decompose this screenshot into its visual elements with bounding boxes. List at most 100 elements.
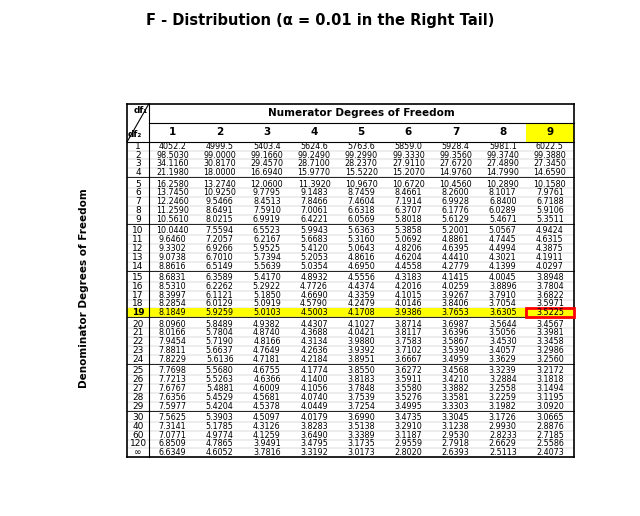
Text: 6.5149: 6.5149: [206, 262, 234, 270]
Text: 3.1187: 3.1187: [395, 431, 422, 440]
Text: 14.7990: 14.7990: [486, 168, 519, 178]
Text: 3.3045: 3.3045: [442, 413, 469, 422]
Text: 4.8616: 4.8616: [348, 253, 375, 262]
Text: 3.4995: 3.4995: [394, 401, 422, 411]
Text: 40: 40: [132, 422, 144, 431]
Text: 3.9880: 3.9880: [348, 337, 375, 346]
Text: 4.8861: 4.8861: [442, 235, 469, 244]
Text: 3.5138: 3.5138: [348, 422, 375, 431]
Text: 6: 6: [404, 127, 412, 137]
Text: 8.0960: 8.0960: [159, 319, 186, 329]
Text: 98.5030: 98.5030: [156, 151, 189, 159]
Text: 6.3707: 6.3707: [394, 206, 422, 215]
Text: 3.7254: 3.7254: [348, 401, 375, 411]
Text: 19: 19: [132, 308, 145, 317]
Text: 5.0354: 5.0354: [300, 262, 328, 270]
Text: 5.1785: 5.1785: [206, 422, 234, 431]
Text: 10.9250: 10.9250: [204, 188, 236, 198]
Text: 99.3330: 99.3330: [392, 151, 425, 159]
Text: 7.0771: 7.0771: [159, 431, 186, 440]
Text: 3.8283: 3.8283: [300, 422, 328, 431]
Text: 4.6009: 4.6009: [253, 384, 281, 393]
Text: 8.0215: 8.0215: [206, 215, 234, 224]
Text: 14.6590: 14.6590: [534, 168, 566, 178]
Text: 5763.6: 5763.6: [348, 142, 375, 151]
Text: 4.1708: 4.1708: [348, 308, 375, 317]
Text: 12: 12: [132, 244, 144, 253]
Bar: [127, 309, 573, 317]
Text: 21.1980: 21.1980: [156, 168, 189, 178]
Text: 4.1259: 4.1259: [253, 431, 281, 440]
Text: 4.9424: 4.9424: [536, 226, 564, 235]
Text: 27.6720: 27.6720: [439, 159, 472, 168]
Text: 5981.1: 5981.1: [489, 142, 516, 151]
Text: 4.4410: 4.4410: [442, 253, 469, 262]
Text: 8.8616: 8.8616: [159, 262, 186, 270]
Text: 3.7910: 3.7910: [489, 291, 516, 300]
Text: 7.8466: 7.8466: [300, 197, 328, 206]
Text: 8.6831: 8.6831: [159, 273, 186, 282]
Text: Denominator Degrees of Freedom: Denominator Degrees of Freedom: [79, 188, 89, 388]
Text: 4.2184: 4.2184: [300, 355, 328, 364]
Text: 5: 5: [358, 127, 365, 137]
Text: 3.9392: 3.9392: [348, 346, 375, 355]
Text: 17: 17: [132, 291, 144, 300]
Text: 9.1483: 9.1483: [300, 188, 328, 198]
Text: 9.0738: 9.0738: [159, 253, 186, 262]
Text: 10.6720: 10.6720: [392, 180, 425, 188]
Text: 5.8018: 5.8018: [395, 215, 422, 224]
Text: 3.5971: 3.5971: [536, 299, 564, 309]
Text: 4.9774: 4.9774: [206, 431, 234, 440]
Text: 5.2922: 5.2922: [253, 282, 281, 291]
Text: 3.9386: 3.9386: [395, 308, 422, 317]
Text: 2.8233: 2.8233: [489, 431, 516, 440]
Text: 5403.4: 5403.4: [253, 142, 281, 151]
Text: 6.2262: 6.2262: [206, 282, 234, 291]
Text: 3.1818: 3.1818: [536, 375, 564, 384]
Text: 5.4881: 5.4881: [206, 384, 234, 393]
Text: 5.7804: 5.7804: [206, 328, 234, 337]
Text: 12.2460: 12.2460: [156, 197, 189, 206]
Text: 3.7848: 3.7848: [348, 384, 375, 393]
Text: 10.0440: 10.0440: [156, 226, 189, 235]
Text: 8.2854: 8.2854: [159, 299, 186, 309]
Bar: [526, 309, 573, 317]
Text: 3.5276: 3.5276: [394, 393, 422, 402]
Text: 4.4374: 4.4374: [348, 282, 375, 291]
Text: 4.5097: 4.5097: [253, 413, 281, 422]
Bar: [526, 123, 573, 142]
Text: 4.5790: 4.5790: [300, 299, 328, 309]
Text: 6.0289: 6.0289: [489, 206, 516, 215]
Text: 3.8951: 3.8951: [348, 355, 375, 364]
Text: 7: 7: [135, 197, 141, 206]
Text: 6.0129: 6.0129: [206, 299, 234, 309]
Text: 15: 15: [132, 273, 144, 282]
Text: 7.7698: 7.7698: [159, 366, 186, 375]
Text: 3.4567: 3.4567: [536, 319, 564, 329]
Text: 7.1914: 7.1914: [394, 197, 422, 206]
Text: 5.6683: 5.6683: [300, 235, 328, 244]
Text: 4.1911: 4.1911: [536, 253, 564, 262]
Text: 23: 23: [132, 346, 144, 355]
Text: 8.2600: 8.2600: [442, 188, 469, 198]
Text: 3.0920: 3.0920: [536, 401, 564, 411]
Text: 3.0173: 3.0173: [348, 448, 375, 457]
Text: 3.3389: 3.3389: [348, 431, 375, 440]
Text: 4.2779: 4.2779: [442, 262, 470, 270]
Text: 28: 28: [132, 393, 144, 402]
Text: 4.4307: 4.4307: [300, 319, 328, 329]
Text: 2.5586: 2.5586: [536, 440, 564, 448]
Text: 6.1776: 6.1776: [442, 206, 470, 215]
Text: 3.4210: 3.4210: [442, 375, 469, 384]
Text: 3.5580: 3.5580: [394, 384, 422, 393]
Text: df₁: df₁: [134, 106, 148, 116]
Text: 9.3302: 9.3302: [159, 244, 186, 253]
Text: 4.6395: 4.6395: [442, 244, 470, 253]
Text: 7.6356: 7.6356: [159, 393, 186, 402]
Text: 6.1121: 6.1121: [206, 291, 234, 300]
Text: 4.3021: 4.3021: [489, 253, 516, 262]
Text: 4.6690: 4.6690: [300, 291, 328, 300]
Text: 6.9928: 6.9928: [442, 197, 470, 206]
Text: 2.6393: 2.6393: [442, 448, 470, 457]
Text: 3.1982: 3.1982: [489, 401, 516, 411]
